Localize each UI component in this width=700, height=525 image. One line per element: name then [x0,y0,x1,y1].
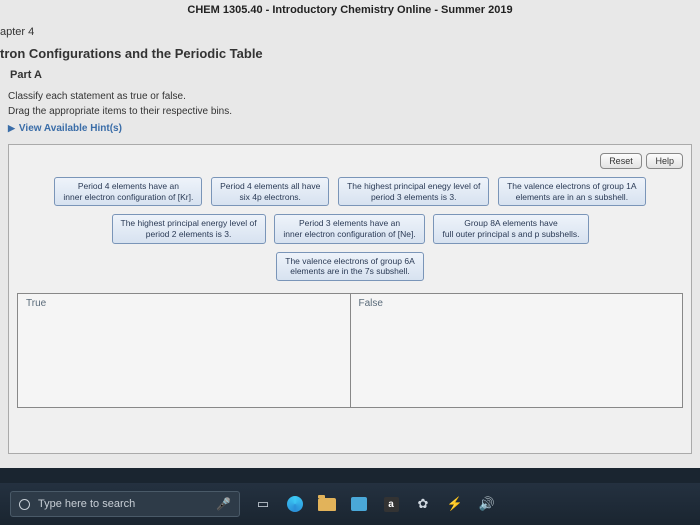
instruction-drag: Drag the appropriate items to their resp… [0,104,700,119]
bin-true-label: True [26,298,46,309]
bin-false[interactable]: False [351,294,683,407]
card-item[interactable]: The highest principal enegy level ofperi… [338,177,489,206]
toolbar: Reset Help [17,153,683,175]
part-label: Part A [0,67,700,89]
card-item[interactable]: Group 8A elements havefull outer princip… [433,214,588,243]
cards-pool: Period 4 elements have aninner electron … [17,175,683,283]
reset-button[interactable]: Reset [600,153,642,169]
work-area: Reset Help Period 4 elements have aninne… [8,144,692,454]
amazon-icon[interactable]: a [382,495,400,513]
mic-icon: 🎤 [216,497,231,511]
speaker-icon[interactable]: 🔊 [478,495,496,513]
chevron-right-icon: ▶ [8,123,15,134]
edge-icon[interactable] [286,495,304,513]
card-item[interactable]: The highest principal energy level ofper… [112,214,266,243]
card-item[interactable]: Period 4 elements all havesix 4p electro… [211,177,329,206]
app-icon[interactable]: ⚡ [446,495,464,513]
folder-icon[interactable] [318,495,336,513]
card-item[interactable]: The valence electrons of group 1Aelement… [498,177,645,206]
taskbar-search[interactable]: Type here to search 🎤 [10,491,240,517]
card-item[interactable]: Period 3 elements have aninner electron … [274,214,424,243]
settings-icon[interactable]: ✿ [414,495,432,513]
chapter-label: apter 4 [0,24,700,44]
bins-container: True False [17,293,683,408]
card-item[interactable]: The valence electrons of group 6Aelement… [276,252,423,281]
task-view-icon[interactable]: ▭ [254,495,272,513]
search-icon [19,499,30,510]
course-title: CHEM 1305.40 - Introductory Chemistry On… [0,0,700,24]
hints-label: View Available Hint(s) [19,123,122,134]
page-content: CHEM 1305.40 - Introductory Chemistry On… [0,0,700,468]
bin-true[interactable]: True [18,294,351,407]
topic-title: tron Configurations and the Periodic Tab… [0,44,700,67]
help-button[interactable]: Help [646,153,683,169]
bin-false-label: False [359,298,383,309]
view-hints-toggle[interactable]: ▶ View Available Hint(s) [0,119,700,140]
card-item[interactable]: Period 4 elements have aninner electron … [54,177,202,206]
windows-taskbar: Type here to search 🎤 ▭ a ✿ ⚡ 🔊 [0,483,700,525]
taskbar-icons: ▭ a ✿ ⚡ 🔊 [254,495,496,513]
instruction-classify: Classify each statement as true or false… [0,89,700,104]
store-icon[interactable] [350,495,368,513]
search-placeholder: Type here to search [38,498,135,510]
